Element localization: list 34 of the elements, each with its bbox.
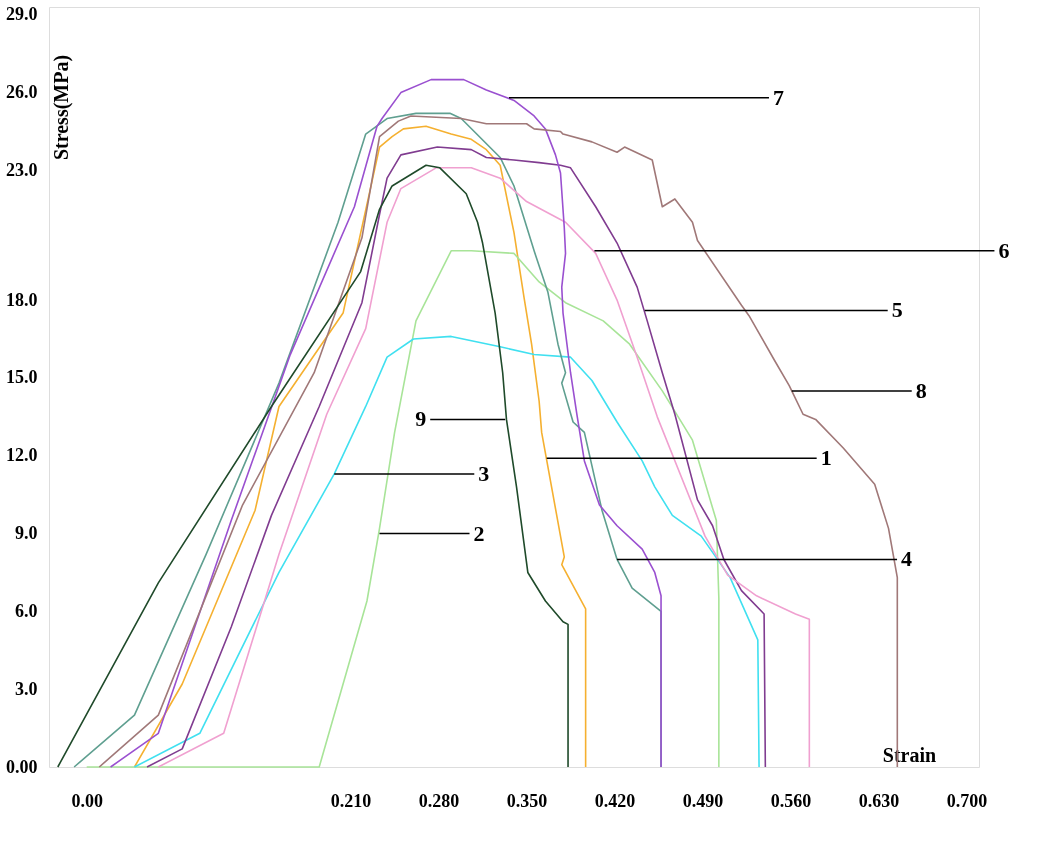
x-tick-label: 0.00 <box>71 790 103 811</box>
x-tick-label: 0.560 <box>770 790 812 811</box>
annotation: 1 <box>820 445 832 471</box>
y-tick-label: 29.0 <box>6 4 38 25</box>
y-tick-label: 15.0 <box>6 367 38 388</box>
y-tick-label: 3.0 <box>15 678 38 699</box>
annotation: 4 <box>901 546 913 572</box>
x-axis-title: Strain <box>882 743 937 766</box>
y-tick-label: 6.0 <box>15 600 38 621</box>
line-series <box>85 250 720 768</box>
y-tick-label: 26.0 <box>6 82 38 103</box>
x-tick-label: 0.700 <box>946 790 988 811</box>
x-tick-label: 0.350 <box>506 790 548 811</box>
x-tick-label: 0.420 <box>594 790 636 811</box>
annotation: 3 <box>478 460 490 486</box>
y-tick-label: 0.00 <box>6 756 38 777</box>
line-series <box>133 125 587 768</box>
line-series <box>57 164 569 768</box>
annotation: 7 <box>772 84 784 110</box>
y-tick-label: 12.0 <box>6 445 38 466</box>
x-tick-label: 0.630 <box>858 790 900 811</box>
annotation: 5 <box>891 297 903 323</box>
y-axis-title: Stress(MPa) <box>49 54 73 161</box>
annotation: 6 <box>998 237 1010 263</box>
x-tick-label: 0.280 <box>418 790 460 811</box>
y-tick-label: 23.0 <box>6 159 38 180</box>
x-tick-label: 0.210 <box>330 790 372 811</box>
x-tick-label: 0.490 <box>682 790 724 811</box>
line-series <box>133 335 760 768</box>
annotation: 8 <box>915 377 927 403</box>
annotation: 9 <box>415 406 427 432</box>
annotation: 2 <box>473 520 485 546</box>
y-tick-label: 9.0 <box>15 523 38 544</box>
y-tick-label: 18.0 <box>6 289 38 310</box>
